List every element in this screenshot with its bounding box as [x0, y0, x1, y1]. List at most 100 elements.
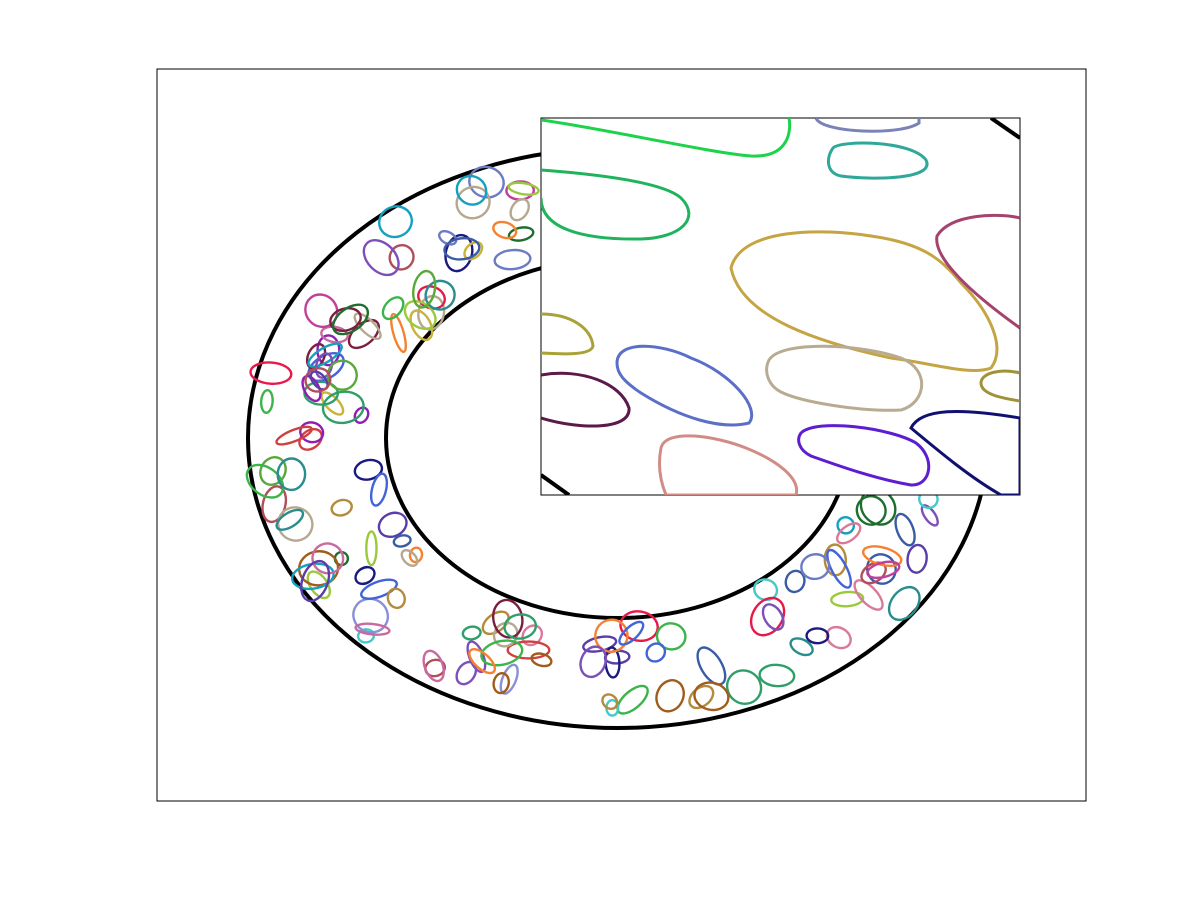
inset-cell — [541, 312, 595, 356]
cell — [326, 359, 358, 391]
cell — [304, 293, 339, 329]
cell — [530, 652, 553, 668]
cell — [377, 511, 408, 539]
inset-cell — [979, 369, 1020, 403]
cell — [354, 622, 391, 636]
cell — [362, 239, 400, 277]
cell — [297, 550, 340, 587]
cell — [386, 587, 406, 610]
cell — [422, 649, 445, 683]
cell — [521, 624, 544, 647]
cell — [480, 639, 524, 667]
cell — [506, 640, 551, 660]
cell — [830, 590, 865, 608]
cell — [388, 243, 415, 271]
cell — [321, 390, 365, 425]
cell — [468, 647, 497, 675]
inset-cell — [935, 213, 1020, 330]
cell — [601, 693, 619, 711]
cell — [249, 361, 293, 385]
cell — [261, 485, 288, 524]
cell — [365, 530, 378, 567]
cell — [300, 559, 331, 603]
cell — [758, 663, 796, 688]
cell — [655, 679, 685, 713]
cell — [866, 560, 901, 580]
cell — [805, 627, 830, 645]
cell — [409, 309, 434, 342]
cell — [307, 342, 343, 368]
inset-boundary-bottom-left — [541, 473, 571, 495]
cell — [492, 671, 511, 695]
cells-layer — [245, 165, 939, 717]
inset-cells-layer — [541, 118, 1020, 495]
cell — [823, 543, 848, 577]
cell — [259, 389, 274, 414]
cell — [855, 494, 887, 526]
cell — [503, 613, 538, 640]
cell — [277, 506, 314, 542]
cell — [784, 569, 806, 594]
cell — [655, 622, 687, 651]
cell — [311, 542, 345, 575]
cell — [412, 269, 437, 309]
inset-boundary-top-right — [989, 118, 1020, 140]
cell — [463, 241, 484, 261]
cell — [276, 457, 307, 492]
cell — [438, 229, 458, 246]
cell — [320, 325, 349, 344]
inset-cell — [797, 424, 931, 487]
cell — [329, 306, 362, 333]
inset-cell — [541, 118, 792, 158]
cell — [725, 669, 763, 705]
inset-cell — [541, 168, 691, 241]
cell — [894, 512, 916, 547]
cell — [275, 425, 313, 446]
cell — [299, 421, 325, 444]
cell — [492, 220, 518, 240]
cell — [481, 610, 510, 636]
cell — [455, 660, 478, 686]
cell — [352, 597, 390, 634]
inset-cell — [909, 409, 1020, 495]
cell — [408, 546, 424, 564]
cell — [305, 342, 327, 370]
main-axes-frame — [156, 68, 1087, 802]
cell — [507, 226, 535, 242]
cell — [378, 205, 413, 239]
cell — [353, 406, 370, 424]
cell — [853, 579, 884, 611]
cell — [443, 236, 481, 261]
cell — [509, 198, 530, 222]
cell — [761, 603, 785, 631]
cell — [906, 543, 928, 574]
inset-cell — [615, 344, 754, 427]
inset-cell — [814, 118, 921, 133]
cell — [360, 578, 398, 600]
cell — [579, 645, 608, 679]
cell — [390, 312, 407, 354]
cell — [424, 279, 456, 311]
cell — [800, 553, 831, 581]
cell — [353, 458, 384, 481]
inset-cell — [827, 141, 929, 180]
cell — [753, 578, 779, 602]
cell — [381, 296, 405, 321]
cell — [330, 498, 353, 517]
inset-cell — [765, 344, 924, 412]
cell — [825, 625, 852, 650]
cell — [461, 625, 482, 641]
inset-cell — [729, 230, 999, 372]
cell — [331, 303, 370, 336]
cell — [594, 618, 629, 653]
cell — [616, 684, 649, 715]
cell — [645, 642, 667, 663]
cell — [353, 312, 382, 340]
cell — [369, 472, 389, 507]
cell — [400, 549, 419, 567]
cell — [314, 352, 334, 379]
cell — [354, 565, 376, 586]
cell — [468, 165, 505, 199]
cell — [835, 522, 862, 545]
